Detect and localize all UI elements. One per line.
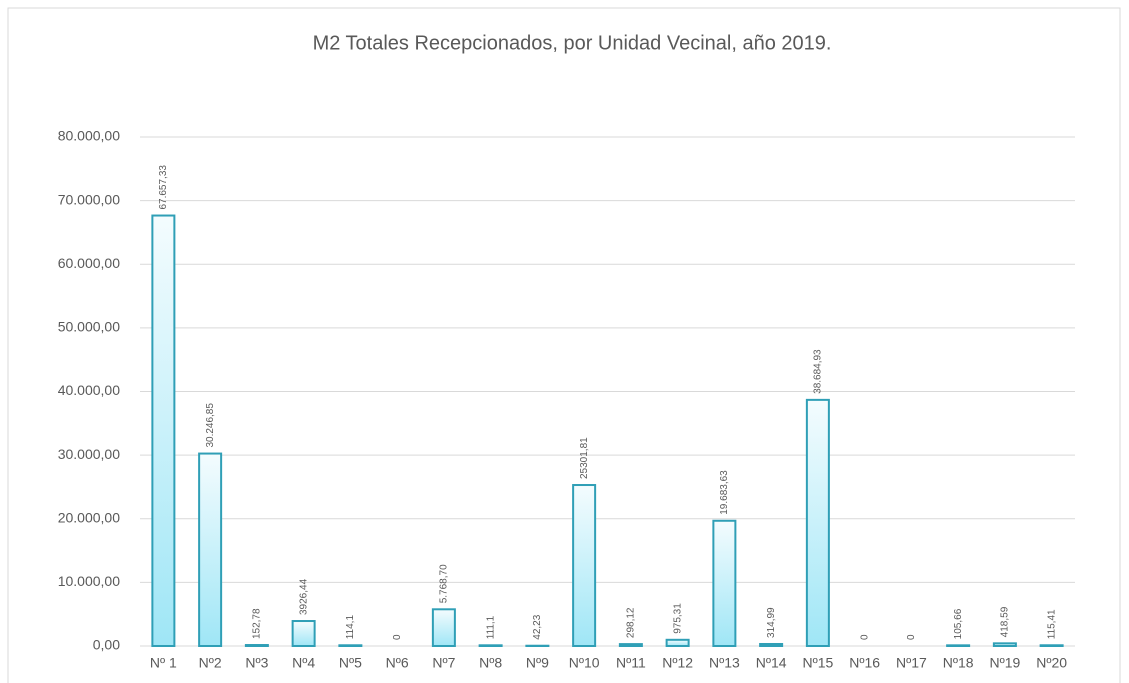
x-tick-label: Nº19 [989,655,1020,671]
value-label: 314,99 [766,607,777,638]
x-tick-label: Nº20 [1036,655,1067,671]
x-tick-label: Nº17 [896,655,927,671]
value-label: 115,41 [1046,609,1057,639]
value-label: 19.683,63 [719,470,730,515]
bar [759,642,784,647]
x-tick-label: Nº3 [245,655,268,671]
bar [151,214,176,647]
value-label: 5.768,70 [439,564,450,603]
x-tick-label: Nº4 [292,655,315,671]
x-tick-label: Nº15 [802,655,833,671]
y-tick-label: 80.000,00 [58,128,120,144]
value-label: 418,59 [1000,606,1011,637]
x-tick-label: Nº7 [432,655,455,671]
x-tick-label: Nº 1 [150,655,177,671]
value-label: 975,31 [672,603,683,634]
x-tick-label: Nº14 [756,655,787,671]
y-tick-label: 20.000,00 [58,509,120,525]
x-tick-label: Nº5 [339,655,362,671]
bar [1039,644,1064,647]
x-tick-label: Nº16 [849,655,880,671]
chart-border [7,7,1121,683]
bar [478,644,503,648]
value-label: 114,1 [345,615,356,640]
bar [712,519,737,647]
bar [665,638,690,648]
value-label: 111,1 [485,615,496,639]
y-tick-label: 40.000,00 [58,382,120,398]
y-tick-label: 70.000,00 [58,191,120,207]
x-tick-label: Nº8 [479,655,502,671]
x-tick-label: Nº13 [709,655,740,671]
value-label: 3926,44 [298,578,309,615]
y-tick-label: 60.000,00 [58,255,120,271]
value-label: 38.684,93 [813,349,824,394]
x-tick-label: Nº6 [386,655,409,671]
value-label: 25301,81 [579,437,590,479]
value-label: 105,66 [953,608,964,639]
x-tick-label: Nº2 [199,655,222,671]
bar [198,452,223,647]
bar [338,644,363,648]
x-tick-label: Nº12 [662,655,693,671]
bar [618,643,643,647]
bar [291,620,316,647]
bar [946,644,971,648]
x-tick-label: Nº10 [569,655,600,671]
value-label: 0 [392,634,403,640]
bar [992,642,1017,648]
value-label: 0 [859,634,870,640]
value-label: 298,12 [626,607,637,638]
x-tick-label: Nº11 [616,655,646,671]
bar [572,484,597,648]
y-tick-label: 10.000,00 [58,573,120,589]
value-label: 42,23 [532,614,543,639]
value-label: 152,78 [252,608,263,639]
y-tick-label: 0,00 [93,637,120,653]
value-label: 0 [906,634,917,640]
value-label: 30.246,85 [205,403,216,448]
x-tick-label: Nº9 [526,655,549,671]
chart-title: M2 Totales Recepcionados, por Unidad Vec… [313,32,832,54]
x-tick-label: Nº18 [943,655,974,671]
y-tick-label: 30.000,00 [58,446,120,462]
y-tick-label: 50.000,00 [58,319,120,335]
bar [244,644,269,648]
bar [805,398,830,647]
bar [431,608,456,647]
value-label: 67.657,33 [158,165,169,210]
